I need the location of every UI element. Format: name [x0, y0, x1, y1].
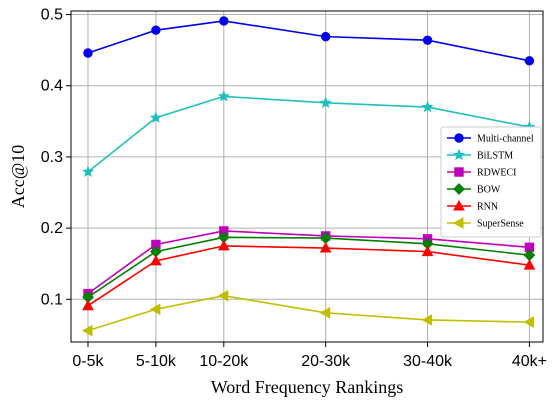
- data-point: [151, 25, 161, 35]
- x-tick-label: 0-5k: [72, 353, 104, 370]
- y-tick-label: 0.1: [41, 291, 63, 308]
- data-point: [82, 299, 94, 311]
- y-tick-label: 0.4: [41, 78, 63, 95]
- series-layer: [81, 16, 536, 337]
- data-point: [217, 239, 230, 251]
- data-point: [421, 314, 433, 326]
- x-tick-label: 20-30k: [301, 353, 351, 370]
- y-tick-label: 0.2: [41, 220, 63, 237]
- data-point: [219, 16, 229, 26]
- data-point: [319, 96, 332, 108]
- x-tick-label: 40k+: [512, 353, 547, 370]
- data-point: [523, 316, 534, 328]
- legend-entry: Multi-channel: [447, 133, 534, 145]
- series-line: [87, 20, 530, 62]
- legend-label: Multi-channel: [477, 134, 534, 145]
- legend-entry: RNN: [447, 199, 498, 213]
- legend-marker: [452, 148, 466, 161]
- data-point: [524, 56, 535, 66]
- plot-frame: [70, 10, 544, 343]
- legend-marker: [453, 199, 465, 211]
- legend-entry: BOW: [447, 183, 501, 196]
- series-line: [87, 230, 530, 295]
- legend-label: SuperSense: [477, 219, 524, 230]
- data-point: [149, 111, 162, 123]
- data-point: [523, 259, 536, 270]
- x-tick-label: 5-10k: [136, 353, 177, 370]
- data-point: [421, 100, 434, 113]
- y-tick-label: 0.3: [41, 149, 63, 166]
- y-axis-title: Acc@10: [8, 145, 28, 209]
- series-line: [87, 95, 530, 173]
- legend-marker: [452, 217, 464, 229]
- y-tick-label: 0.5: [41, 7, 63, 24]
- data-point: [320, 31, 331, 42]
- series-supersense: [81, 289, 534, 337]
- x-tick-label: 10-20k: [199, 353, 249, 370]
- data-point: [150, 254, 162, 266]
- data-point: [319, 242, 332, 253]
- legend: Multi-channel BiLSTM RDWECI BOW RNN SuperSens…: [440, 126, 542, 238]
- legend-entry: SuperSense: [447, 217, 524, 230]
- series-bow: [82, 231, 536, 304]
- series-line: [87, 245, 530, 307]
- data-point: [421, 245, 434, 257]
- legend-marker: [454, 133, 464, 143]
- series-multi-channel: [83, 16, 535, 66]
- series-rnn: [82, 239, 536, 311]
- y-axis-ticks: 0.1 0.2 0.3 0.4 0.5: [41, 7, 71, 308]
- data-point: [83, 48, 93, 58]
- data-point: [81, 324, 93, 337]
- legend-entry: RDWECI: [447, 167, 516, 179]
- series-line: [87, 236, 530, 298]
- legend-entry: BiLSTM: [447, 148, 513, 162]
- data-point: [217, 90, 230, 102]
- x-tick-label: 30-40k: [403, 353, 453, 370]
- data-point: [81, 165, 95, 178]
- legend-label: BOW: [477, 185, 501, 196]
- data-point: [217, 289, 229, 302]
- legend-label: RNN: [477, 202, 498, 213]
- data-point: [319, 306, 331, 319]
- data-point: [149, 303, 161, 316]
- x-axis-ticks: 0-5k 5-10k 10-20k 20-30k 30-40k 40k+: [72, 342, 547, 370]
- legend-label: RDWECI: [477, 168, 516, 179]
- x-axis-title: Word Frequency Rankings: [211, 377, 404, 397]
- legend-marker: [453, 183, 465, 195]
- legend-marker: [454, 167, 464, 177]
- data-point: [422, 35, 433, 45]
- grid: [71, 11, 543, 342]
- series-line: [87, 294, 530, 332]
- legend-label: BiLSTM: [477, 151, 513, 162]
